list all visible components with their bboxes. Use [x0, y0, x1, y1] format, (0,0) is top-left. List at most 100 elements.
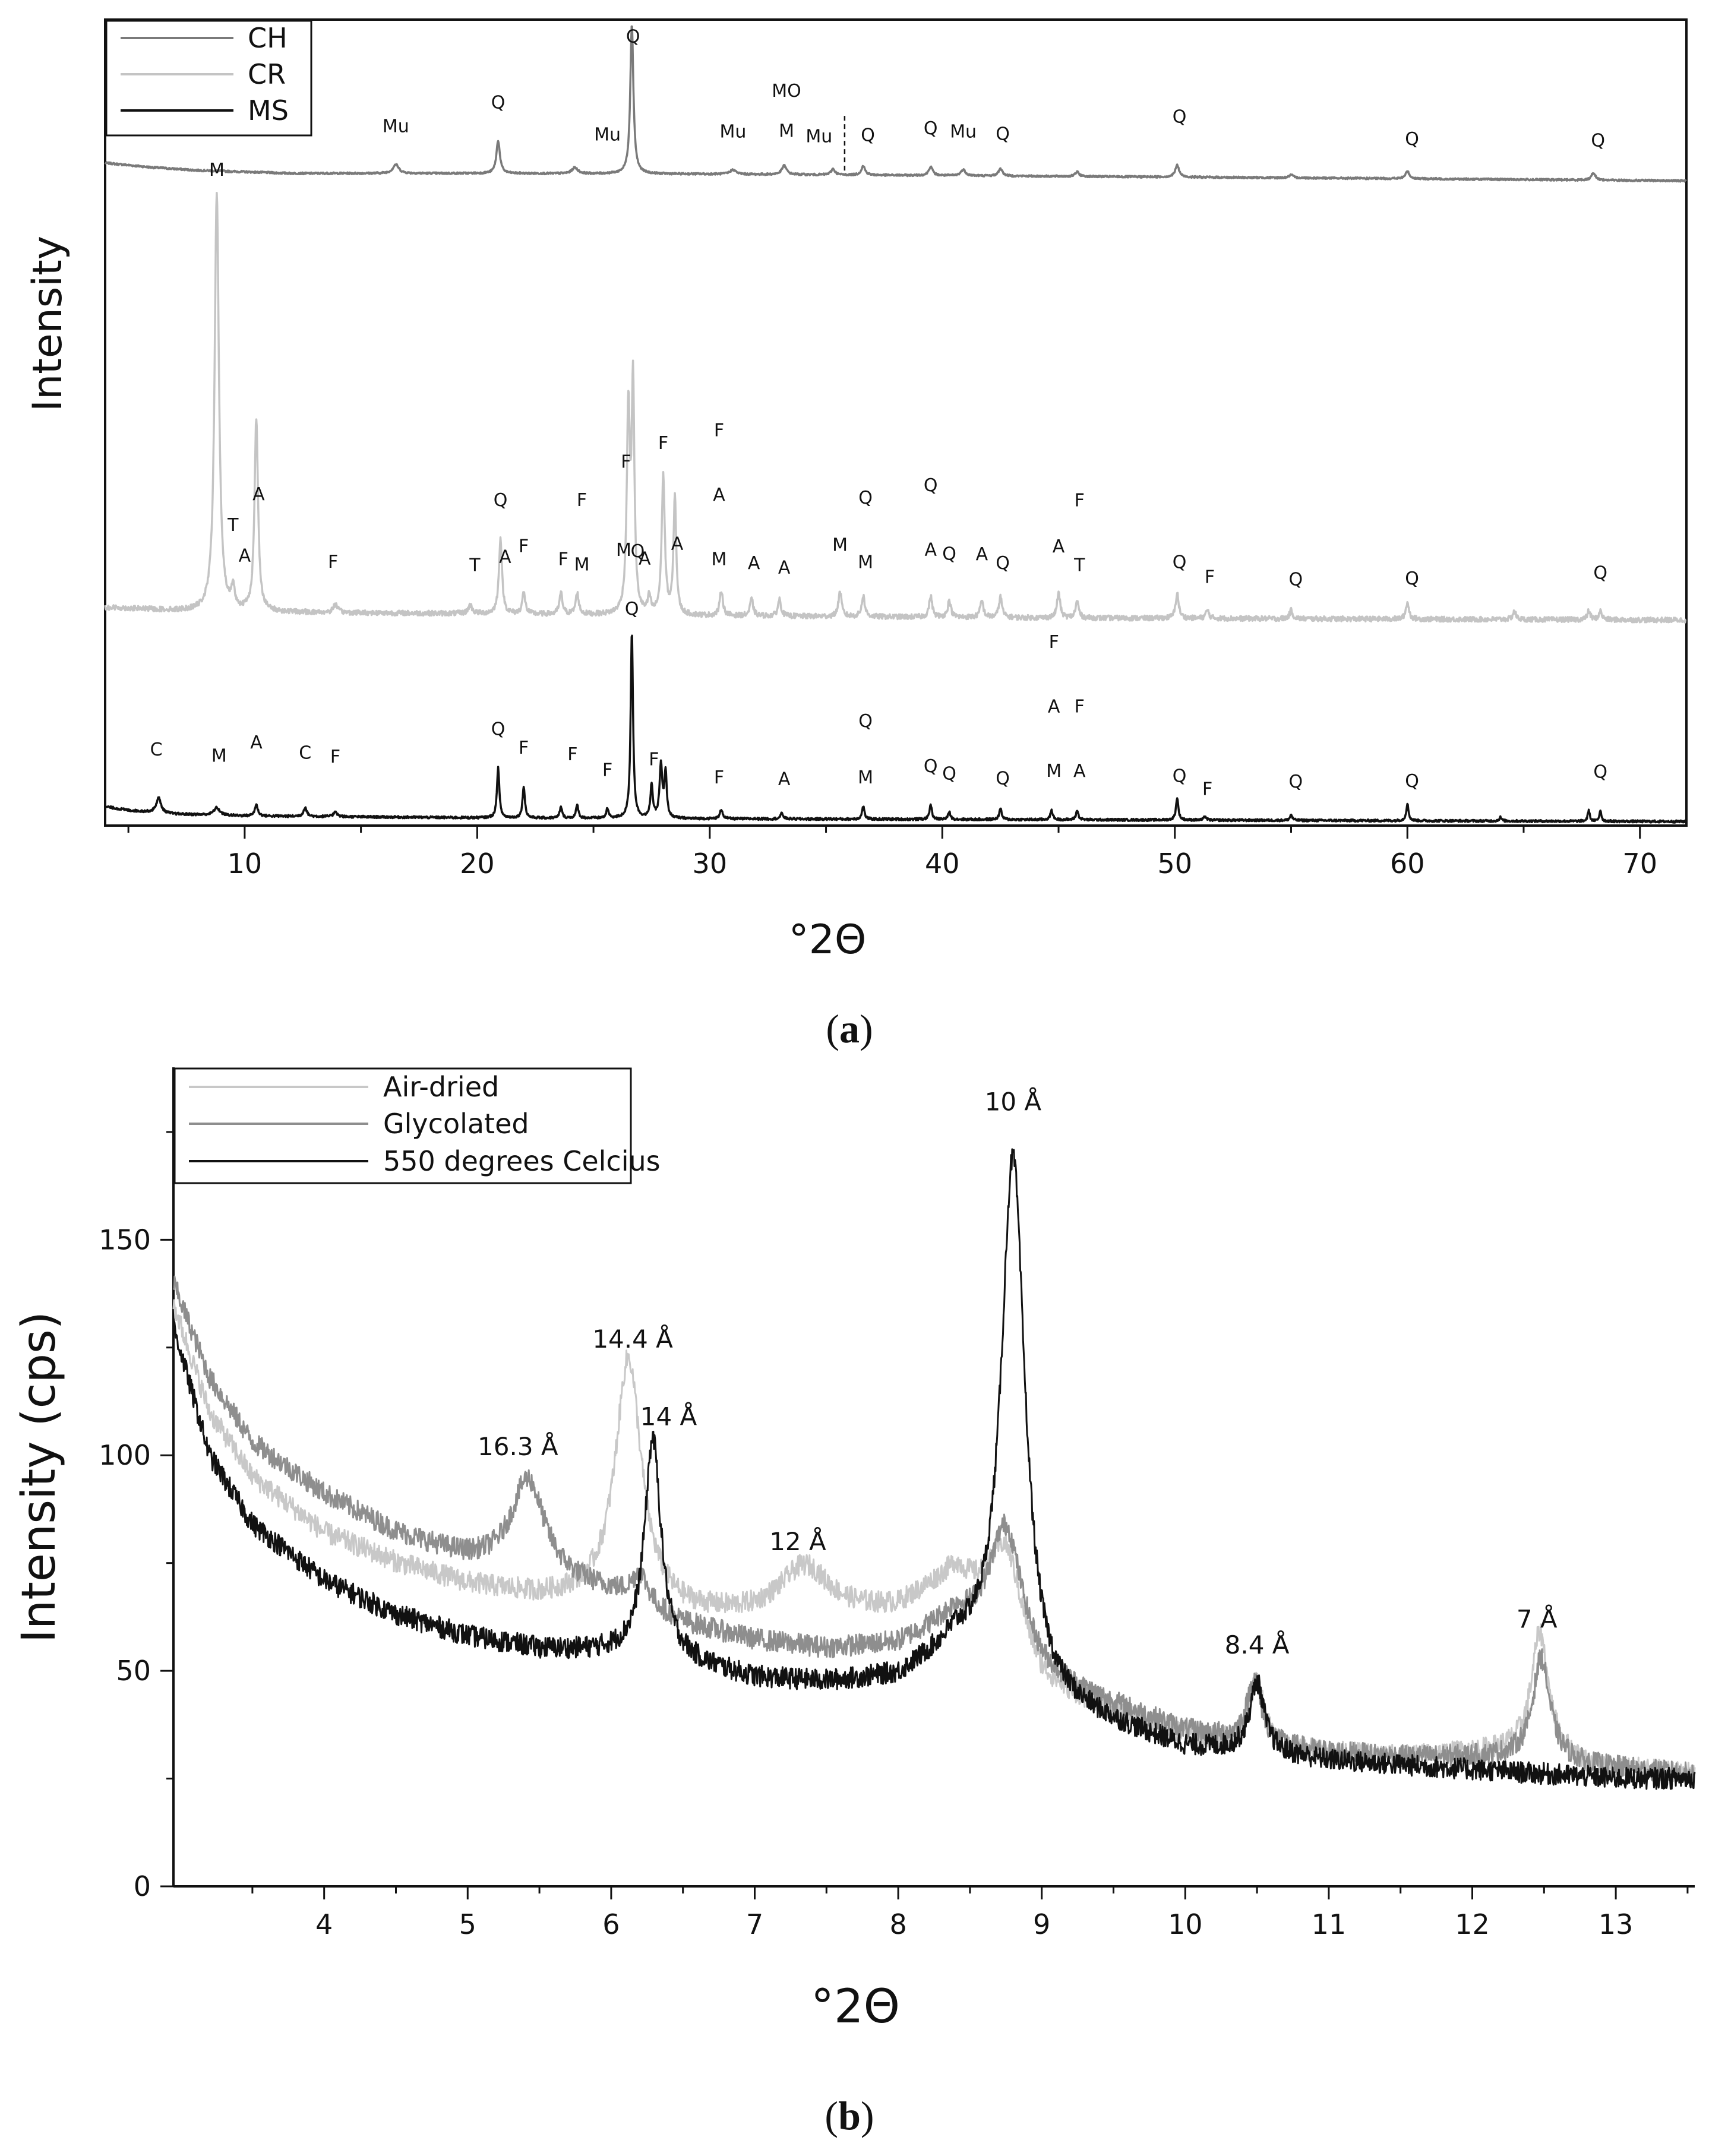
panel-b-ticks: 4 5 6 7 8 9 10 11 12 13 0 50 100 150 [99, 1131, 1689, 1940]
panel-a-peak-label-ms: Q [1405, 771, 1419, 792]
panel-a-peak-label-ch: Q [1591, 130, 1605, 151]
panel-b-peak-label-14-4: 14.4 Å [592, 1324, 673, 1354]
panel-a-peak-label-cr: Q [942, 544, 956, 565]
panel-a-series-cr [104, 191, 1687, 624]
panel-b-y-tick-label: 50 [116, 1655, 151, 1687]
panel-a-series-ms [104, 634, 1687, 824]
panel-a-peak-label-cr: F [577, 490, 587, 511]
panel-a-y-axis-title: Intensity [24, 236, 71, 412]
panel-b-x-tick-label: 10 [1168, 1908, 1203, 1940]
panel-a-peak-label-cr: Q [1173, 552, 1187, 573]
panel-b-x-tick-label: 9 [1033, 1908, 1050, 1940]
panel-a-peak-label-ch: Q [996, 124, 1010, 145]
panel-a-peak-label-ms: Q [1173, 766, 1187, 786]
panel-a-peak-label-cr: A [639, 548, 651, 569]
panel-b-caption: (b) [825, 2093, 874, 2138]
panel-b-peak-label-14: 14 Å [640, 1401, 697, 1431]
panel-a-series [104, 25, 1687, 824]
panel-b-x-tick-label: 8 [889, 1908, 906, 1940]
panel-b-x-tick-label: 11 [1312, 1908, 1347, 1940]
panel-a-peak-label-cr: A [924, 540, 937, 561]
legend-label-ms: MS [248, 94, 289, 127]
panel-a-peak-label-cr: M [858, 552, 873, 573]
panel-a-peak-label-ch: Q [861, 125, 875, 146]
panel-a-x-tick-label: 60 [1390, 848, 1425, 880]
panel-b-series-glycolated [172, 1275, 1696, 1784]
panel-a-peak-label-cr: M [209, 160, 225, 181]
panel-a-peak-label-ms: F [649, 749, 659, 770]
panel-a-peak-label-ms: F [1075, 697, 1085, 717]
panel-a-x-tick-label: 10 [228, 848, 263, 880]
panel-a-peak-label-ms: C [150, 739, 163, 760]
panel-a-peak-label-ch: Q [924, 118, 938, 139]
panel-a-peak-label-cr: F [714, 420, 724, 441]
panel-a-peak-label-ms: C [299, 742, 311, 763]
panel-a-peak-label-cr: Q [1405, 568, 1419, 589]
panel-a-x-tick-label: 40 [925, 848, 960, 880]
panel-a-peak-label-cr: Q [494, 490, 508, 511]
panel-a-peak-label-ms: A [1073, 761, 1086, 782]
panel-a-peak-label-cr: A [252, 484, 265, 505]
panel-a-peak-label-ch: Mu [805, 127, 832, 147]
panel-a-peak-label-cr: Q [996, 553, 1010, 574]
panel-a-peak-label-cr: M [616, 540, 631, 561]
panel-b-peak-label-16-3: 16.3 Å [478, 1431, 558, 1461]
panel-a-peak-label-ms: F [714, 767, 724, 788]
panel-a-peak-label-cr: F [558, 549, 568, 570]
panel-a-peak-label-cr: A [748, 553, 760, 574]
panel-a-peak-label-ms: Q [996, 768, 1010, 789]
legend-label-air-dried: Air-dried [383, 1071, 499, 1103]
panel-a-peak-label-cr: F [658, 433, 668, 454]
panel-a-peak-label-ch: Q [626, 26, 640, 47]
panel-a-caption: (a) [826, 1006, 873, 1051]
panel-a-peak-label-ms: Q [942, 764, 956, 785]
panel-a-x-tick-label: 50 [1157, 848, 1192, 880]
panel-a-peak-label-ch: Q [1405, 129, 1419, 150]
panel-b-x-axis-title: °2Θ [811, 1980, 900, 2034]
panel-a-peak-label-ms: F [1049, 632, 1059, 653]
panel-a-peak-label-ms: F [1202, 779, 1212, 799]
panel-a-peak-label-cr: A [778, 557, 791, 578]
panel-a-peak-label-ms: M [858, 767, 873, 788]
panel-b-x-tick-label: 7 [746, 1908, 763, 1940]
panel-a-peak-label-ms: F [330, 747, 340, 767]
panel-a-peak-label-ch: Mu [594, 125, 621, 146]
legend-label-glycolated: Glycolated [383, 1108, 529, 1140]
panel-a-peak-label-ms: M [1046, 761, 1062, 782]
legend-label-ch: CH [248, 22, 288, 54]
panel-a-peak-label-cr: A [713, 485, 725, 505]
panel-a-x-tick-label: 30 [693, 848, 728, 880]
panel-b-peak-label-7: 7 Å [1517, 1604, 1558, 1634]
panel-a-peak-label-ch: Q [1173, 107, 1187, 128]
panel-a-peak-label-cr: F [519, 536, 529, 557]
panel-a-peak-label-cr: T [1073, 555, 1085, 576]
panel-a-peak-label-cr: Q [1289, 569, 1303, 590]
panel-a-peak-label-ms: Q [924, 756, 938, 777]
panel-b-caption-letter: b [838, 2093, 861, 2138]
panel-a-peak-label-ch: MO [772, 81, 801, 102]
panel-a-peak-label-cr: F [1075, 491, 1085, 511]
panel-a-peak-label-ms: A [1048, 696, 1060, 717]
panel-a-peak-label-cr: M [832, 535, 848, 556]
panel-b-peak-label-8-4: 8.4 Å [1225, 1630, 1290, 1659]
panel-a-peak-label-ch: M [779, 121, 794, 142]
panel-a-peak-label-ms: F [519, 738, 529, 758]
panel-a-legend: CH CR MS [105, 20, 312, 137]
panel-b-legend: Air-dried Glycolated 550 degrees Celcius [173, 1067, 661, 1184]
panel-a-peak-label-ch: Mu [720, 121, 747, 142]
panel-b-series [172, 1148, 1696, 1790]
panel-b-peak-label-12: 12 Å [769, 1526, 826, 1556]
panel-a-peak-label-cr: F [621, 452, 631, 473]
panel-a-peak-label-cr: Q [631, 541, 645, 562]
panel-a-x-tick-label: 70 [1622, 848, 1657, 880]
panel-a-peak-label-cr: A [239, 546, 251, 567]
panel-a-x-axis-title: °2Θ [789, 916, 867, 963]
panel-b-peak-label-10: 10 Å [985, 1087, 1042, 1117]
panel-a-peak-label-ms: Q [1593, 761, 1607, 782]
panel-a-peak-label-ms: Q [625, 599, 639, 619]
panel-b-y-tick-label: 150 [99, 1224, 151, 1256]
panel-a-peak-label-cr: F [1205, 567, 1215, 587]
panel-a-peak-label-cr: A [1053, 536, 1065, 557]
panel-a-peak-label-ms: M [211, 745, 227, 766]
